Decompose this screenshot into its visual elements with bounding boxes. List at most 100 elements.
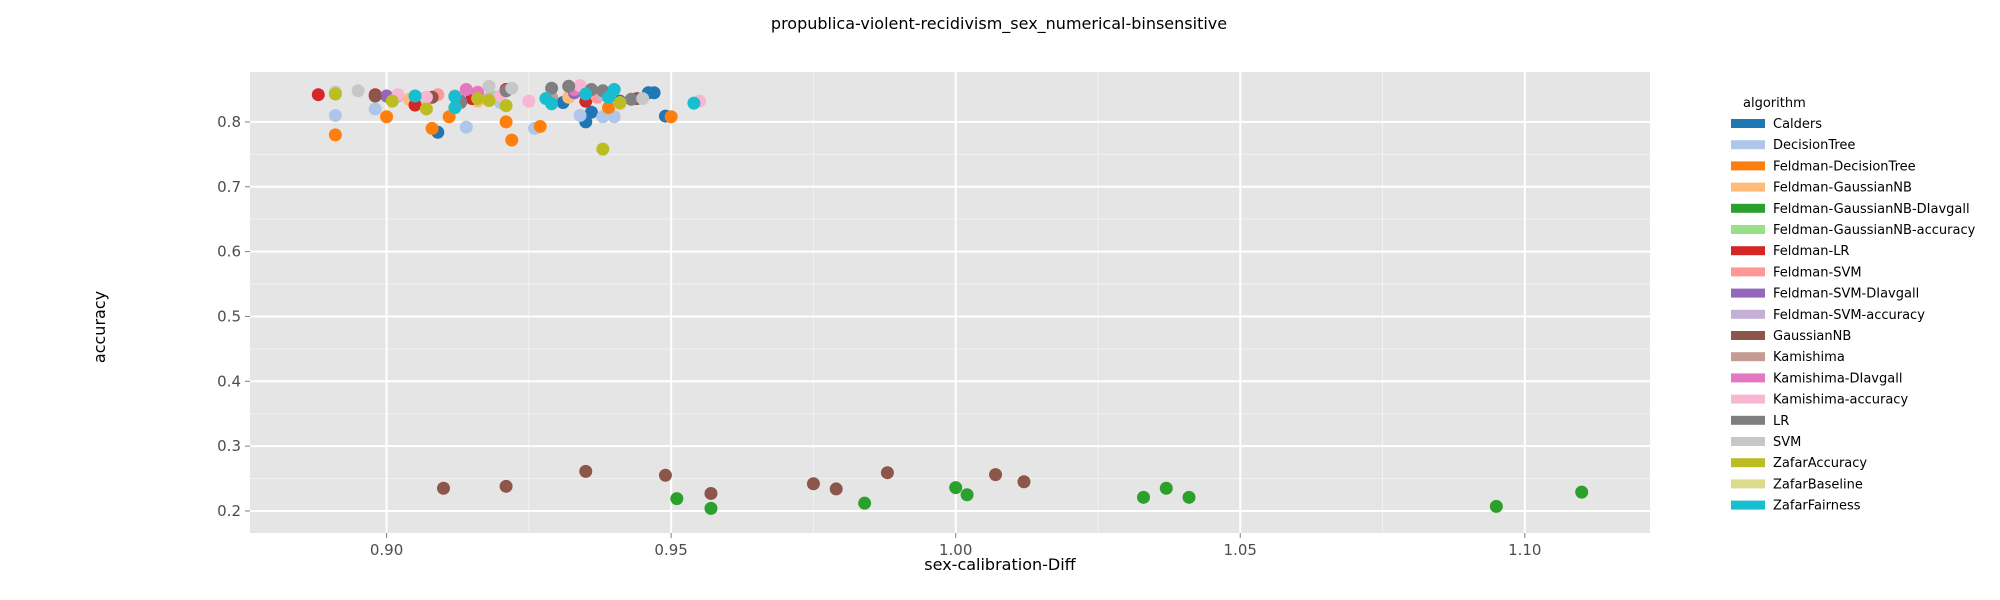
legend-label-feldman-gaussiannb-diavgall: Feldman-GaussianNB-DIavgall bbox=[1773, 202, 1970, 217]
legend-label-zafarfairness: ZafarFairness bbox=[1773, 499, 1861, 514]
point-zafaraccuracy bbox=[328, 87, 342, 101]
legend-label-feldman-decisiontree: Feldman-DecisionTree bbox=[1773, 159, 1916, 174]
point-feldman-gaussiannb-diavgall bbox=[1182, 490, 1196, 504]
legend-label-svm: SVM bbox=[1773, 435, 1801, 450]
point-feldman-decisiontree bbox=[328, 128, 342, 142]
y-tick-label: 0.7 bbox=[217, 178, 241, 196]
x-axis-label: sex-calibration-Diff bbox=[924, 555, 1076, 574]
legend-label-calders: Calders bbox=[1773, 117, 1822, 132]
point-zafarfairness bbox=[408, 89, 422, 103]
point-feldman-decisiontree bbox=[499, 115, 513, 129]
point-zafaraccuracy bbox=[613, 95, 627, 109]
point-feldman-decisiontree bbox=[380, 110, 394, 124]
point-decisiontree bbox=[368, 102, 382, 116]
point-svm bbox=[505, 81, 519, 95]
legend-swatch-zafaraccuracy bbox=[1731, 458, 1765, 468]
point-feldman-decisiontree bbox=[533, 119, 547, 133]
legend-swatch-kamishima-accuracy bbox=[1731, 394, 1765, 404]
legend-label-kamishima: Kamishima bbox=[1773, 350, 1845, 365]
x-tick-label: 1.05 bbox=[1224, 541, 1257, 559]
legend-swatch-feldman-gaussiannb-diavgall bbox=[1731, 203, 1765, 213]
point-zafaraccuracy bbox=[482, 94, 496, 108]
point-feldman-gaussiannb-diavgall bbox=[704, 501, 718, 515]
point-calders bbox=[647, 86, 661, 100]
y-tick-label: 0.8 bbox=[217, 113, 241, 131]
point-gaussiannb bbox=[368, 89, 382, 103]
legend-swatch-kamishima-diavgall bbox=[1731, 373, 1765, 383]
point-zafaraccuracy bbox=[419, 102, 433, 116]
x-tick-label: 0.95 bbox=[654, 541, 687, 559]
legend-title: algorithm bbox=[1743, 96, 1806, 111]
point-gaussiannb bbox=[989, 468, 1003, 482]
point-zafaraccuracy bbox=[499, 99, 513, 113]
legend-swatch-zafarfairness bbox=[1731, 500, 1765, 510]
legend-label-feldman-svm: Feldman-SVM bbox=[1773, 265, 1862, 280]
point-svm bbox=[482, 79, 496, 93]
legend-label-feldman-gaussiannb: Feldman-GaussianNB bbox=[1773, 181, 1912, 196]
point-gaussiannb bbox=[704, 486, 718, 500]
legend-label-gaussiannb: GaussianNB bbox=[1773, 329, 1851, 344]
legend-label-feldman-svm-accuracy: Feldman-SVM-accuracy bbox=[1773, 308, 1925, 323]
point-gaussiannb bbox=[499, 479, 513, 493]
legend-swatch-decisiontree bbox=[1731, 140, 1765, 150]
point-feldman-gaussiannb-diavgall bbox=[960, 488, 974, 502]
legend-label-lr: LR bbox=[1773, 414, 1789, 429]
y-axis-ticks: 0.2 0.3 0.4 0.5 0.6 0.7 0.8 bbox=[217, 113, 250, 520]
point-feldman-gaussiannb-diavgall bbox=[1489, 499, 1503, 513]
point-feldman-decisiontree bbox=[602, 101, 616, 115]
point-gaussiannb bbox=[880, 466, 894, 480]
legend-swatch-feldman-svm-diavgall bbox=[1731, 288, 1765, 298]
legend-label-feldman-svm-diavgall: Feldman-SVM-DIavgall bbox=[1773, 287, 1919, 302]
y-tick-label: 0.6 bbox=[217, 243, 241, 261]
point-zafaraccuracy bbox=[596, 142, 610, 156]
point-feldman-lr bbox=[408, 98, 422, 112]
point-calders bbox=[584, 105, 598, 119]
y-axis-label: accuracy bbox=[90, 291, 109, 363]
legend-label-zafarbaseline: ZafarBaseline bbox=[1773, 477, 1863, 492]
point-zafarfairness bbox=[545, 97, 559, 111]
legend-swatch-feldman-decisiontree bbox=[1731, 161, 1765, 171]
data-points bbox=[311, 79, 1589, 515]
legend-swatch-zafarbaseline bbox=[1731, 479, 1765, 489]
point-gaussiannb bbox=[658, 468, 672, 482]
grid-lines bbox=[250, 72, 1650, 533]
point-kamishima-diavgall bbox=[459, 83, 473, 97]
legend-label-feldman-gaussiannb-accuracy: Feldman-GaussianNB-accuracy bbox=[1773, 223, 1976, 238]
point-decisiontree bbox=[573, 108, 587, 122]
x-axis-ticks: 0.90 0.95 1.00 1.05 1.10 bbox=[370, 533, 1541, 559]
point-gaussiannb bbox=[829, 482, 843, 496]
legend-swatch-feldman-gaussiannb-accuracy bbox=[1731, 225, 1765, 234]
point-zafarfairness bbox=[607, 83, 621, 97]
legend-label-decisiontree: DecisionTree bbox=[1773, 138, 1855, 153]
point-feldman-gaussiannb-diavgall bbox=[1136, 490, 1150, 504]
legend-swatch-gaussiannb bbox=[1731, 331, 1765, 340]
point-feldman-decisiontree bbox=[425, 121, 439, 135]
point-lr bbox=[545, 81, 559, 95]
point-kamishima-accuracy bbox=[419, 90, 433, 104]
point-zafaraccuracy bbox=[385, 94, 399, 108]
y-tick-label: 0.3 bbox=[217, 437, 241, 455]
point-feldman-gaussiannb-diavgall bbox=[1575, 485, 1589, 499]
point-feldman-gaussiannb-diavgall bbox=[949, 481, 963, 495]
point-zafarfairness bbox=[579, 87, 593, 101]
x-tick-label: 0.90 bbox=[370, 541, 403, 559]
legend-label-kamishima-diavgall: Kamishima-DIavgall bbox=[1773, 371, 1902, 386]
y-tick-label: 0.2 bbox=[217, 502, 241, 520]
point-svm bbox=[351, 84, 365, 98]
plot-panel bbox=[250, 72, 1650, 533]
point-zafarfairness bbox=[448, 90, 462, 104]
point-zafarfairness bbox=[687, 96, 701, 110]
point-kamishima-accuracy bbox=[522, 94, 536, 108]
legend: algorithm Calders DecisionTree Feldman-Dec… bbox=[1731, 96, 1976, 514]
legend-swatch-lr bbox=[1731, 415, 1765, 425]
point-feldman-decisiontree bbox=[664, 110, 678, 124]
point-feldman-gaussiannb-diavgall bbox=[1159, 481, 1173, 495]
point-zafaraccuracy bbox=[471, 92, 485, 106]
x-tick-label: 1.00 bbox=[939, 541, 972, 559]
legend-label-zafaraccuracy: ZafarAccuracy bbox=[1773, 456, 1867, 471]
point-decisiontree bbox=[459, 120, 473, 134]
point-lr bbox=[624, 92, 638, 106]
y-tick-label: 0.4 bbox=[217, 372, 241, 390]
point-feldman-gaussiannb-diavgall bbox=[670, 492, 684, 506]
